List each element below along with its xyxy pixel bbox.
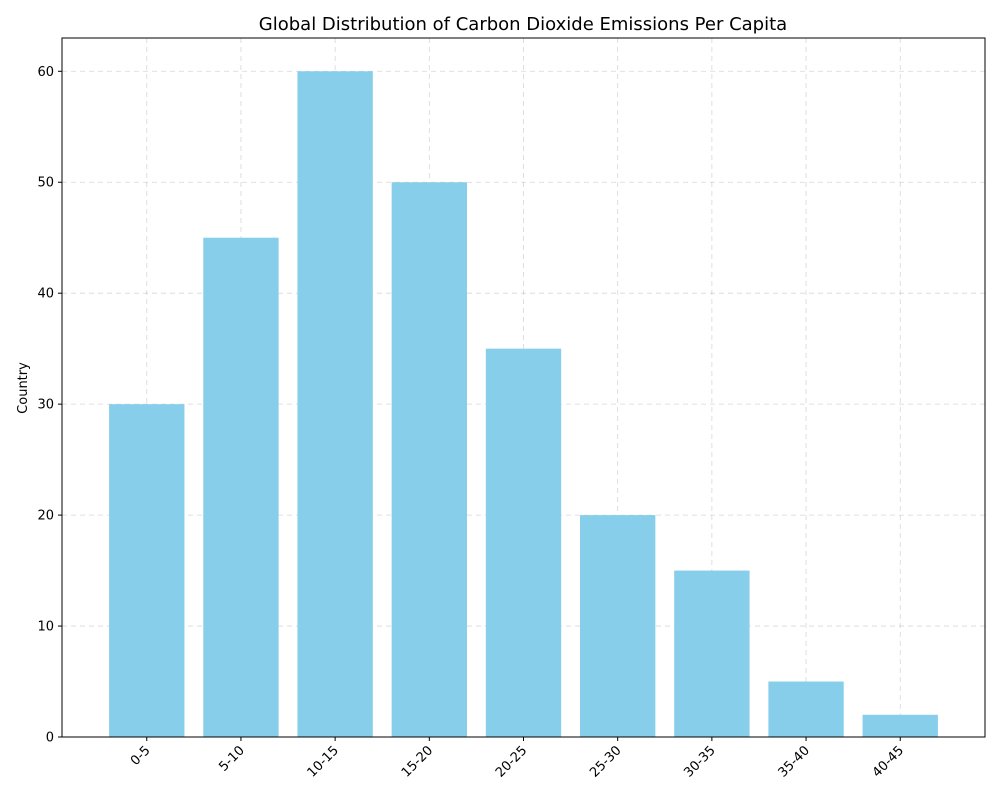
y-tick-label: 50	[37, 176, 54, 191]
bar-5-10	[203, 237, 279, 737]
bar-20-25	[485, 348, 562, 737]
x-tick-label: 10-15	[305, 743, 342, 780]
x-tick-label: 5-10	[216, 743, 247, 774]
x-tick-label: 40-45	[870, 743, 907, 780]
y-tick-label: 60	[37, 65, 54, 80]
x-tick-label: 25-30	[587, 743, 624, 780]
y-tick-label: 10	[37, 620, 54, 635]
plot-area-frame	[61, 37, 986, 738]
y-tick-label: 0	[46, 731, 54, 746]
chart-title: Global Distribution of Carbon Dioxide Em…	[259, 14, 787, 35]
bar-30-35	[674, 570, 750, 737]
bar-0-5	[109, 404, 185, 737]
y-tick-label: 20	[37, 509, 54, 524]
x-tick-label: 0-5	[128, 743, 154, 769]
y-axis-label: Country	[16, 362, 31, 414]
bar-10-15	[297, 71, 373, 738]
x-tick-label: 35-40	[776, 743, 813, 780]
x-tick-label: 20-25	[493, 743, 530, 780]
x-tick-label: 30-35	[681, 743, 718, 780]
bar-25-30	[580, 515, 656, 737]
bars	[109, 71, 938, 738]
bar-35-40	[768, 681, 844, 737]
bar-40-45	[862, 714, 938, 737]
bar-15-20	[391, 182, 467, 737]
x-tick-label: 15-20	[399, 743, 436, 780]
y-tick-label: 40	[37, 287, 54, 302]
y-tick-label: 30	[37, 398, 54, 413]
